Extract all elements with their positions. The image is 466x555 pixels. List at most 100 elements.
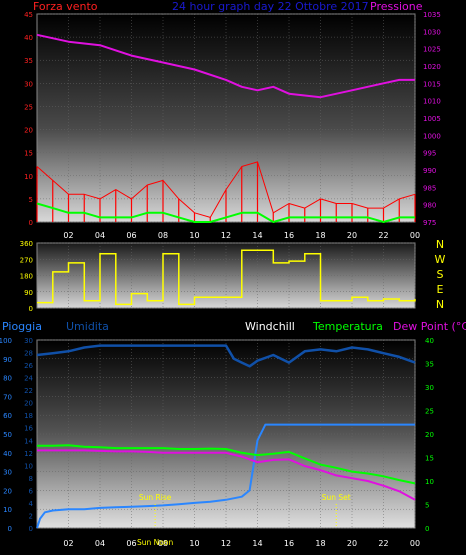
compass-label: S [437, 268, 444, 281]
rain-left-y-tick: 26 [24, 362, 33, 370]
humidity-left-y-tick: 50 [3, 431, 12, 439]
wind-panel-x-tick: 14 [252, 231, 262, 240]
humidity-left-y-tick: 40 [3, 450, 12, 458]
pressure-right-y-tick: 990 [423, 167, 436, 175]
temp-panel-x-tick: 18 [315, 539, 325, 548]
windchill-title: Windchill [245, 320, 295, 333]
humidity-left-y-tick: 20 [3, 487, 12, 495]
wind-left-y-tick: 25 [24, 103, 33, 111]
rain-left-y-tick: 24 [24, 375, 33, 383]
rain-left-y-tick: 12 [24, 450, 33, 458]
rain-left-y-tick: 14 [24, 437, 33, 445]
pressure-line [36, 33, 415, 99]
wind-left-y-tick: 15 [24, 150, 33, 158]
wind-avg-line [36, 202, 415, 223]
rain-left-y-tick: 8 [29, 475, 33, 483]
temp-right-y-tick: 10 [425, 478, 434, 486]
humidity-left-y-tick: 60 [3, 412, 12, 420]
temperature-title: Temperatura [313, 320, 383, 333]
temp-panel-x-tick: 06 [126, 539, 136, 548]
temp-panel-x-tick: 20 [347, 539, 357, 548]
humidity-title: Umidita [66, 320, 109, 333]
wind-panel-x-tick: 06 [126, 231, 136, 240]
direction-left-y-tick: 180 [20, 273, 33, 281]
temp-panel-x-tick: 14 [252, 539, 262, 548]
temp-panel-x-tick: 02 [63, 539, 73, 548]
direction-left-y-tick: 270 [20, 256, 33, 264]
humidity-left-y-tick: 30 [3, 469, 12, 477]
dewpoint-line [37, 449, 416, 501]
humidity-left-y-tick: 10 [3, 506, 12, 514]
temp-right-y-tick: 35 [425, 361, 434, 369]
temp-right-y-tick: 15 [425, 455, 434, 463]
temp-right-y-tick: 0 [425, 525, 429, 533]
sun-rise-label: Sun Rise [139, 493, 172, 502]
pressure-right-y-tick: 1030 [423, 28, 441, 36]
humidity-line [36, 344, 416, 368]
temp-panel-x-tick: 08 [158, 539, 168, 548]
wind-panel-x-tick: 00 [410, 231, 420, 240]
compass-label: W [435, 253, 446, 266]
pressure-right-y-tick: 1025 [423, 46, 441, 54]
temp-panel-x-tick: 22 [378, 539, 388, 548]
wind-left-y-tick: 30 [24, 80, 33, 88]
pressure-right-y-tick: 995 [423, 150, 436, 158]
wind-left-y-tick: 5 [29, 196, 33, 204]
graph-title: 24 hour graph day 22 Ottobre 2017 [172, 0, 369, 13]
pressure-right-y-tick: 985 [423, 184, 436, 192]
temperature-line [37, 444, 416, 485]
rain-left-y-tick: 22 [24, 387, 33, 395]
pressure-right-y-tick: 1000 [423, 132, 441, 140]
temp-panel-x-tick: 00 [410, 539, 420, 548]
wind-panel-x-tick: 08 [158, 231, 168, 240]
pressure-right-y-tick: 980 [423, 202, 436, 210]
rain-left-y-tick: 28 [24, 350, 33, 358]
humidity-left-y-tick: 70 [3, 393, 12, 401]
pressure-title: Pressione [370, 0, 423, 13]
rain-left-y-tick: 18 [24, 412, 33, 420]
temp-right-y-tick: 40 [425, 337, 434, 345]
compass-label: N [436, 298, 444, 311]
temp-panel-x-tick: 12 [221, 539, 231, 548]
direction-left-y-tick: 90 [24, 289, 33, 297]
humidity-left-y-tick: 100 [0, 337, 12, 345]
rain-title: Pioggia [2, 320, 42, 333]
pressure-right-y-tick: 975 [423, 219, 436, 227]
pressure-right-y-tick: 1020 [423, 63, 441, 71]
pressure-right-y-tick: 1010 [423, 98, 441, 106]
wind-left-y-tick: 20 [24, 127, 33, 135]
direction-left-y-tick: 360 [20, 240, 33, 248]
pressure-right-y-tick: 1035 [423, 11, 441, 19]
wind-panel-x-tick: 02 [63, 231, 73, 240]
wind-panel-x-tick: 20 [347, 231, 357, 240]
pressure-right-y-tick: 1005 [423, 115, 441, 123]
humidity-left-y-tick: 80 [3, 375, 12, 383]
temp-right-y-tick: 25 [425, 408, 434, 416]
temp-right-y-tick: 20 [425, 431, 434, 439]
sun-noon-label: Sun Noon [137, 538, 173, 547]
wind-left-y-tick: 45 [24, 11, 33, 19]
wind-left-y-tick: 40 [24, 34, 33, 42]
rain-left-y-tick: 10 [24, 462, 33, 470]
wind-line [36, 161, 416, 218]
rain-line [36, 423, 415, 529]
rain-left-y-tick: 2 [29, 512, 33, 520]
rain-left-y-tick: 6 [29, 487, 34, 495]
wind-panel-bg [37, 14, 415, 222]
temp-panel-x-tick: 16 [284, 539, 294, 548]
wind-left-y-tick: 35 [24, 57, 33, 65]
wind-panel-x-tick: 22 [378, 231, 388, 240]
wind-left-y-tick: 10 [24, 173, 33, 181]
compass-label: N [436, 238, 444, 251]
temp-right-y-tick: 30 [425, 384, 434, 392]
wind-panel-x-tick: 04 [95, 231, 105, 240]
rain-left-y-tick: 0 [29, 525, 33, 533]
direction-line [37, 249, 416, 306]
rain-left-y-tick: 20 [24, 400, 33, 408]
wind-left-y-tick: 0 [29, 219, 33, 227]
wind-title: Forza vento [33, 0, 98, 13]
pressure-right-y-tick: 1015 [423, 80, 441, 88]
compass-label: E [437, 283, 444, 296]
